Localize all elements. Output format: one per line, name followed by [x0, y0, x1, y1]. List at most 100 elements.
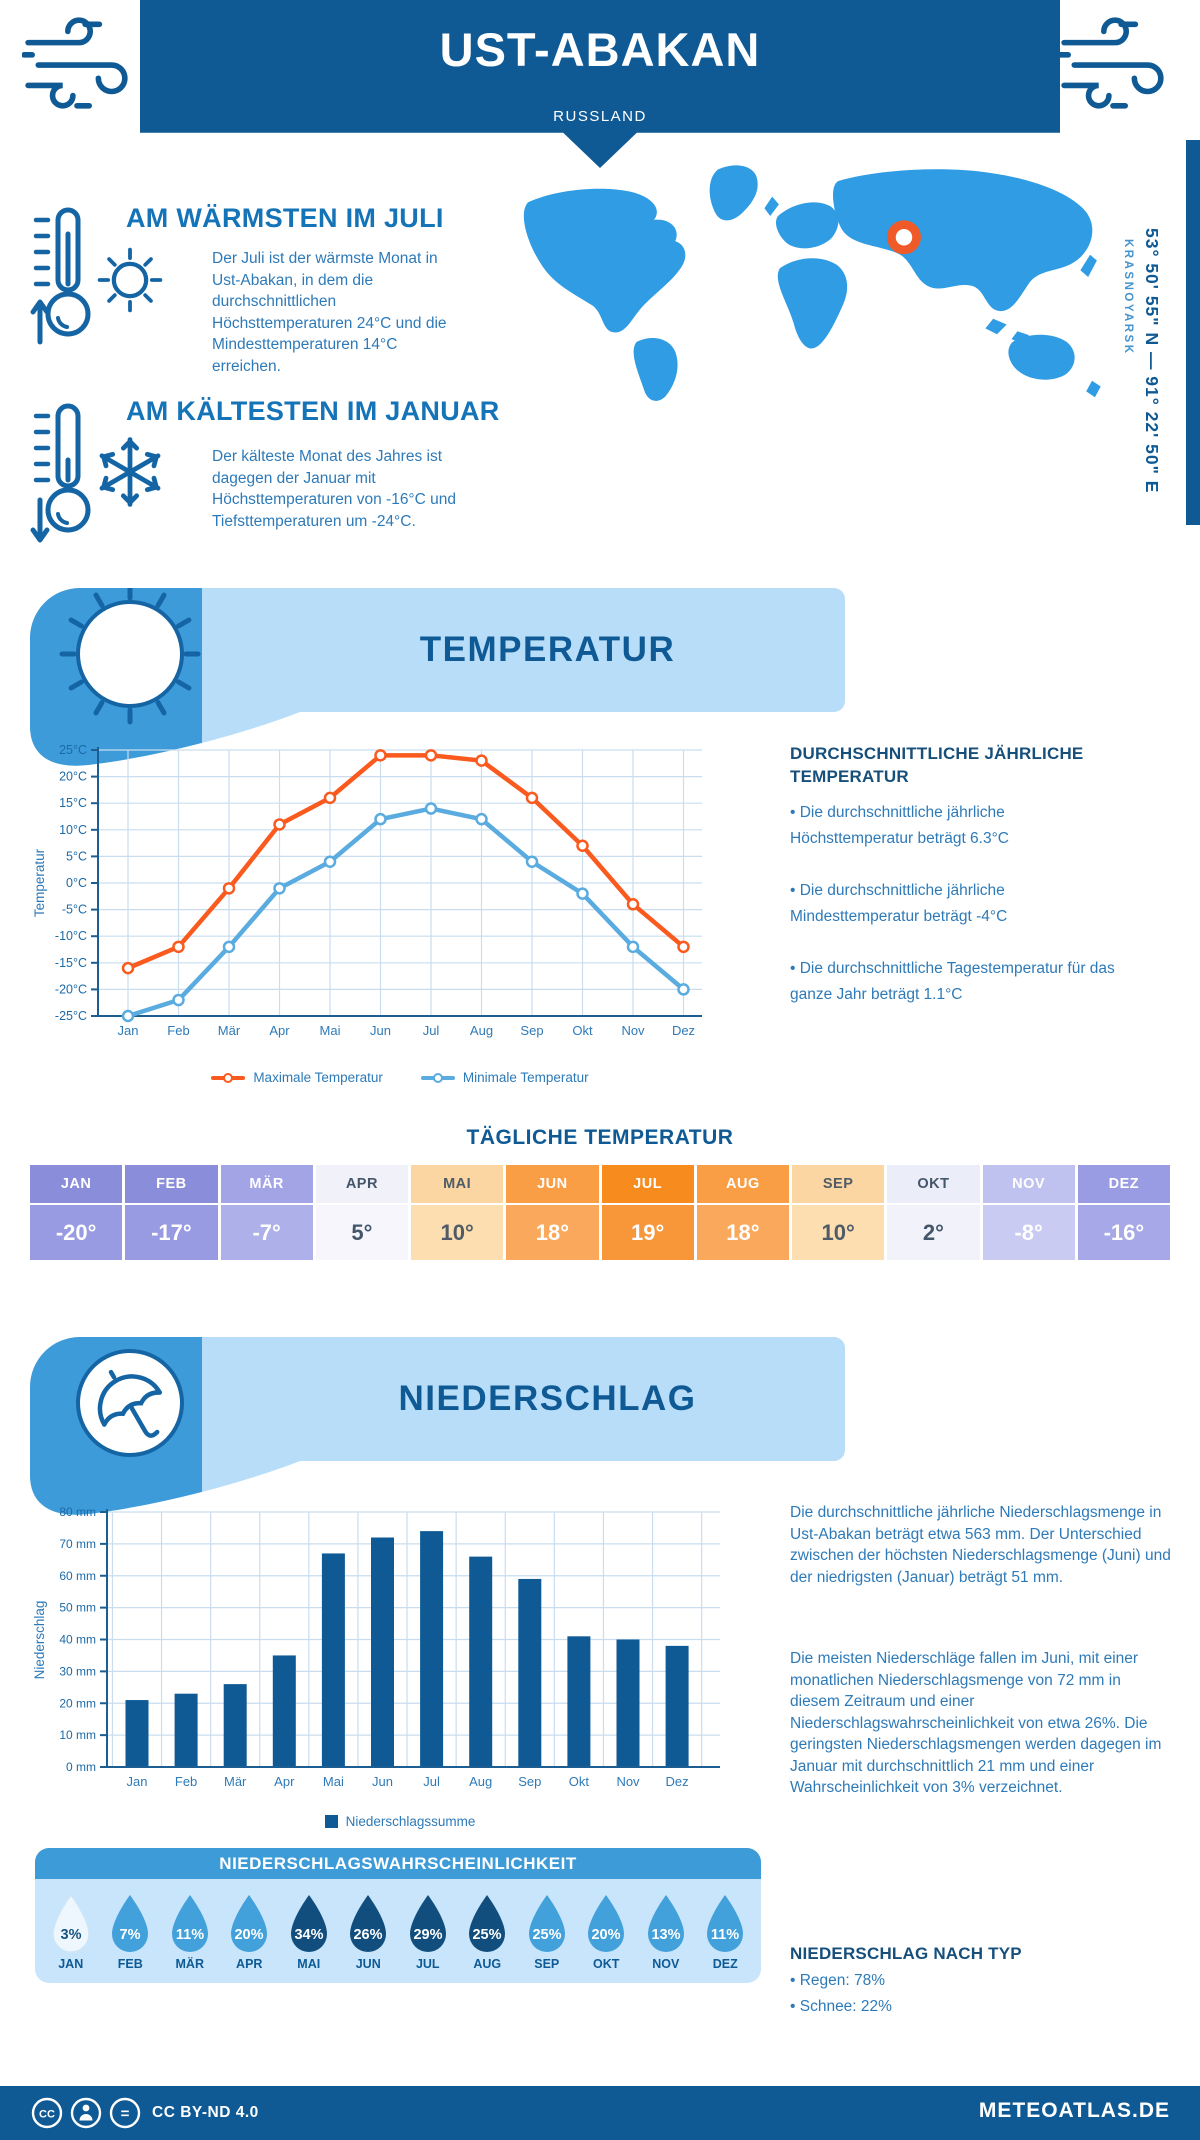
probability-drop: 11% DEZ — [696, 1892, 756, 1971]
raindrop-icon: 29% — [409, 1895, 446, 1952]
legend-item-min: Minimale Temperatur — [420, 1070, 589, 1085]
sun-badge-icon — [59, 585, 201, 725]
svg-text:60 mm: 60 mm — [59, 1569, 96, 1583]
svg-text:70 mm: 70 mm — [59, 1537, 96, 1551]
temperature-line-chart: 25°C 20°C 15°C 10°C 5°C 0°C -5°C -10°C -15°C -20°… — [32, 743, 702, 1038]
svg-text:20°C: 20°C — [59, 770, 87, 784]
probability-drop: 26% JUN — [339, 1892, 399, 1971]
svg-text:Jun: Jun — [370, 1023, 391, 1038]
daily-temp-column: SEP 10° — [792, 1165, 885, 1260]
svg-text:Jan: Jan — [118, 1023, 139, 1038]
daily-temp-value: 2° — [887, 1205, 980, 1260]
svg-text:20 mm: 20 mm — [59, 1696, 96, 1710]
svg-text:Feb: Feb — [175, 1774, 197, 1789]
thermometer-down-icon — [30, 403, 91, 543]
svg-text:0°C: 0°C — [66, 876, 87, 890]
annual-temp-bullets: Die durchschnittliche jährliche Höchstte… — [790, 800, 1120, 1034]
svg-text:26%: 26% — [354, 1927, 383, 1943]
raindrop-icon: 26% — [350, 1895, 387, 1952]
daily-temp-column: MÄR -7° — [220, 1165, 313, 1260]
raindrop-icon: 25% — [528, 1895, 565, 1952]
probability-drop: 34% MAI — [279, 1892, 339, 1971]
svg-text:20%: 20% — [235, 1927, 264, 1943]
right-edge-bar — [1186, 140, 1200, 525]
precip-paragraph-1: Die durchschnittliche jährliche Niedersc… — [790, 1504, 1171, 1586]
raindrop-icon: 34% — [290, 1895, 327, 1952]
daily-temp-value: -17° — [125, 1205, 218, 1260]
license-label: CC BY-ND 4.0 — [152, 2104, 259, 2121]
probability-drop: 11% MÄR — [160, 1892, 220, 1971]
svg-text:25%: 25% — [532, 1927, 561, 1943]
svg-text:50 mm: 50 mm — [59, 1601, 96, 1615]
daily-temp-column: JUL 19° — [601, 1165, 694, 1260]
region-label: KRASNOYARSK — [1122, 239, 1134, 356]
bar-chart-legend: Niederschlagssumme — [60, 1814, 740, 1829]
probability-month: AUG — [473, 1957, 502, 1971]
probability-month: NOV — [652, 1957, 680, 1971]
svg-text:Okt: Okt — [572, 1023, 593, 1038]
svg-text:Jan: Jan — [127, 1774, 148, 1789]
daily-temp-month: NOV — [982, 1165, 1075, 1203]
daily-temp-month: AUG — [696, 1165, 789, 1203]
svg-text:Aug: Aug — [469, 1774, 492, 1789]
location-marker — [887, 220, 921, 255]
max-line-glyph — [211, 1072, 246, 1083]
raindrop-icon: 7% — [112, 1895, 149, 1952]
daily-temp-month: MÄR — [220, 1165, 313, 1203]
world-map — [523, 165, 1101, 401]
daily-temp-value: 18° — [696, 1205, 789, 1260]
raindrop-icon: 3% — [51, 1893, 90, 1953]
svg-text:Sep: Sep — [518, 1774, 541, 1789]
svg-text:10 mm: 10 mm — [59, 1728, 96, 1742]
warmest-text: Der Juli ist der wärmste Monat in Ust-Ab… — [212, 250, 447, 375]
daily-temp-column: MAI 10° — [411, 1165, 504, 1260]
probability-drop: 7% FEB — [101, 1892, 161, 1971]
probability-month: OKT — [593, 1957, 620, 1971]
legend-label-max: Maximale Temperatur — [253, 1070, 383, 1085]
svg-text:10°C: 10°C — [59, 823, 87, 837]
svg-text:Nov: Nov — [616, 1774, 640, 1789]
daily-temp-column: OKT 2° — [887, 1165, 980, 1260]
daily-temp-table: JAN -20° FEB -17° MÄR -7° APR 5° MAI 10° JUN 18° JUL… — [30, 1165, 1170, 1260]
summary-bullet: Die durchschnittliche Tagestemperatur fü… — [790, 956, 1120, 1008]
precipitation-bar-chart: 0 mm 10 mm 20 mm 30 mm 40 mm 50 mm 60 mm 70 mm 8… — [32, 1505, 720, 1789]
daily-temp-value: 18° — [506, 1205, 599, 1260]
svg-text:80 mm: 80 mm — [59, 1505, 96, 1519]
bar-legend-swatch — [324, 1815, 338, 1828]
line-chart-legend: Maximale Temperatur Minimale Temperatur — [60, 1070, 740, 1085]
svg-text:Dez: Dez — [672, 1023, 695, 1038]
svg-text:Mär: Mär — [218, 1023, 241, 1038]
svg-text:29%: 29% — [413, 1927, 442, 1943]
legend-label-min: Minimale Temperatur — [462, 1070, 589, 1085]
probability-month: MÄR — [175, 1957, 204, 1971]
precipitation-section-title: NIEDERSCHLAG — [398, 1379, 697, 1418]
svg-text:11%: 11% — [711, 1927, 739, 1943]
svg-text:Mär: Mär — [224, 1774, 247, 1789]
daily-temp-value: -7° — [220, 1205, 313, 1260]
daily-temp-column: AUG 18° — [696, 1165, 789, 1260]
daily-temp-value: -16° — [1077, 1205, 1170, 1260]
daily-temp-month: FEB — [125, 1165, 218, 1203]
probability-month: MAI — [297, 1957, 321, 1971]
probability-month: APR — [236, 1957, 263, 1971]
cc-license-icons: CC = — [31, 2097, 141, 2129]
svg-text:Nov: Nov — [621, 1023, 645, 1038]
svg-text:Apr: Apr — [269, 1023, 290, 1038]
svg-text:Feb: Feb — [167, 1023, 189, 1038]
page-title: UST-ABAKAN — [439, 23, 761, 76]
probability-drop: 29% JUL — [398, 1892, 458, 1971]
svg-text:Jul: Jul — [423, 1774, 440, 1789]
legend-item-sum: Niederschlagssumme — [324, 1814, 475, 1829]
probability-month: JUN — [355, 1957, 381, 1971]
legend-item-max: Maximale Temperatur — [211, 1070, 383, 1085]
min-line-glyph — [420, 1072, 455, 1083]
svg-text:Niederschlag: Niederschlag — [32, 1601, 47, 1680]
probability-drop: 13% NOV — [636, 1892, 696, 1971]
svg-text:40 mm: 40 mm — [59, 1633, 96, 1647]
daily-temp-month: SEP — [792, 1165, 885, 1203]
svg-text:Jul: Jul — [423, 1023, 440, 1038]
svg-text:Mai: Mai — [323, 1774, 344, 1789]
raindrop-icon: 25% — [469, 1895, 506, 1952]
thermometer-up-icon — [30, 207, 91, 345]
